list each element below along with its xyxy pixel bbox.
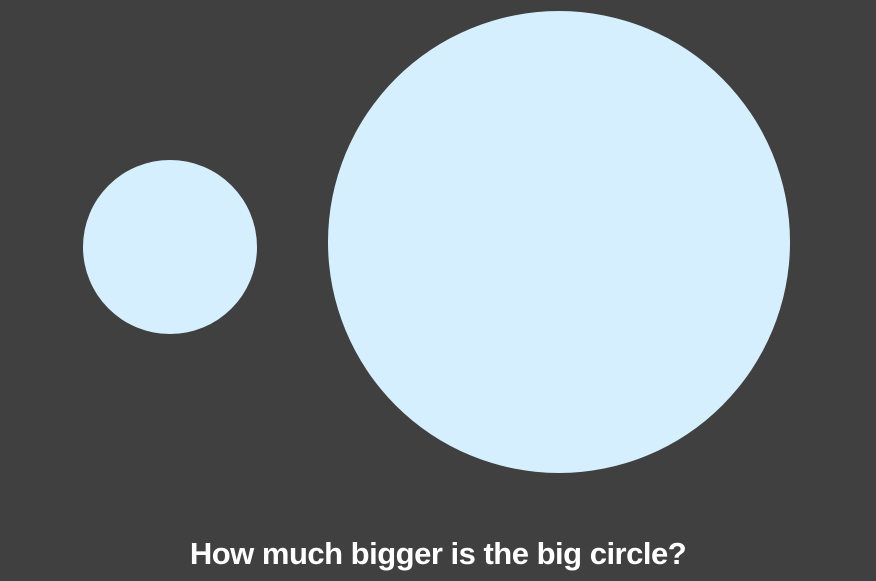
question-caption: How much bigger is the big circle? [189, 536, 687, 571]
small-circle [83, 160, 257, 334]
big-circle [328, 11, 790, 473]
